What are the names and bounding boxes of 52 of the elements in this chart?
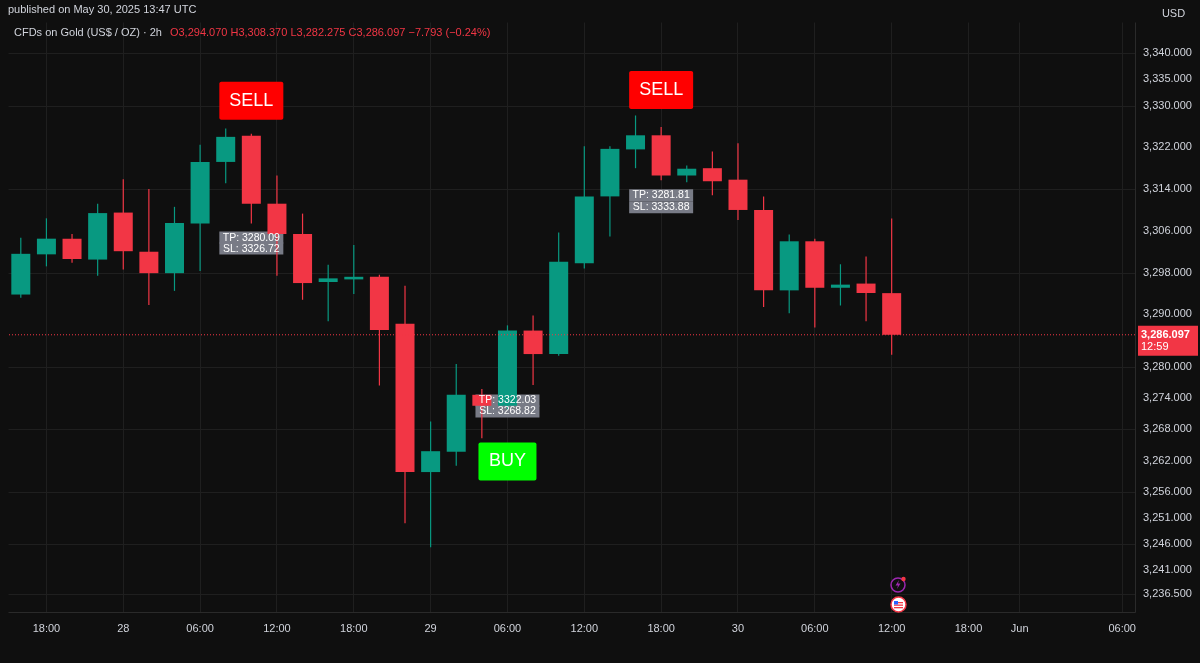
candlestick	[318, 264, 338, 322]
x-tick-label: 06:00	[186, 621, 214, 634]
annotation: SL: 3333.88	[632, 200, 690, 213]
x-tick-label: 06:00	[1108, 621, 1136, 634]
x-tick-label: 30	[731, 621, 745, 634]
chart-subtitle: O3,294.070 H3,308.370 L3,282.275 C3,286.097 −7.793 (−0.24%)	[169, 26, 491, 38]
y-tick-label: 3,262.000	[1143, 453, 1192, 466]
candlestick	[830, 263, 850, 307]
annotation: SELL	[639, 78, 684, 99]
annotation: BUY	[488, 450, 526, 471]
y-tick-label: 3,236.500	[1143, 586, 1192, 599]
chart-title: CFDs on Gold (US$ / OZ) · 2h	[14, 26, 162, 38]
x-tick-label: 18:00	[340, 621, 368, 634]
x-tick-label: 12:00	[263, 621, 291, 634]
x-tick-label: 29	[424, 621, 437, 634]
y-tick-label: 3,330.000	[1143, 98, 1192, 111]
x-tick-label: 18:00	[32, 621, 61, 634]
candlestick	[702, 150, 722, 196]
y-axis-title: USD	[1161, 6, 1186, 19]
candlestick	[139, 188, 159, 306]
y-tick-label: 3,306.000	[1143, 223, 1192, 236]
x-tick-label: 06:00	[801, 621, 829, 634]
annotation: TP: 3281.81	[632, 188, 690, 201]
x-tick-label: 28	[117, 621, 130, 634]
y-tick-label: 3,280.000	[1143, 359, 1192, 372]
y-tick-label: 3,298.000	[1143, 265, 1192, 278]
x-tick-label: Jun	[1010, 621, 1029, 634]
text: 12:59	[1141, 339, 1169, 352]
candlestick	[62, 233, 82, 264]
x-tick-label: 12:00	[570, 621, 599, 634]
y-tick-label: 3,340.000	[1143, 46, 1192, 59]
y-tick-label: 3,256.000	[1143, 484, 1192, 497]
text: published on May 30, 2025 13:47 UTC	[8, 3, 197, 15]
candlestick	[626, 114, 646, 169]
y-tick-label: 3,251.000	[1143, 511, 1192, 524]
x-tick-label: 12:00	[877, 621, 906, 634]
candlestick	[856, 255, 876, 322]
candlestick	[421, 420, 441, 548]
y-tick-label: 3,246.000	[1143, 537, 1192, 550]
y-tick-label: 3,335.000	[1143, 72, 1192, 85]
y-tick-label: 3,274.000	[1143, 390, 1192, 403]
y-tick-label: 3,322.000	[1143, 140, 1192, 153]
annotation: SELL	[229, 89, 274, 110]
candlestick	[36, 217, 56, 267]
y-tick-label: 3,290.000	[1143, 307, 1192, 320]
y-tick-label: 3,241.000	[1143, 563, 1192, 576]
ref-line-label: 3,286.097	[1141, 327, 1190, 340]
y-tick-label: 3,314.000	[1143, 182, 1192, 195]
x-tick-label: 06:00	[493, 621, 522, 634]
y-tick-label: 3,268.000	[1143, 422, 1192, 435]
x-tick-label: 18:00	[647, 621, 675, 634]
x-tick-label: 18:00	[954, 621, 983, 634]
